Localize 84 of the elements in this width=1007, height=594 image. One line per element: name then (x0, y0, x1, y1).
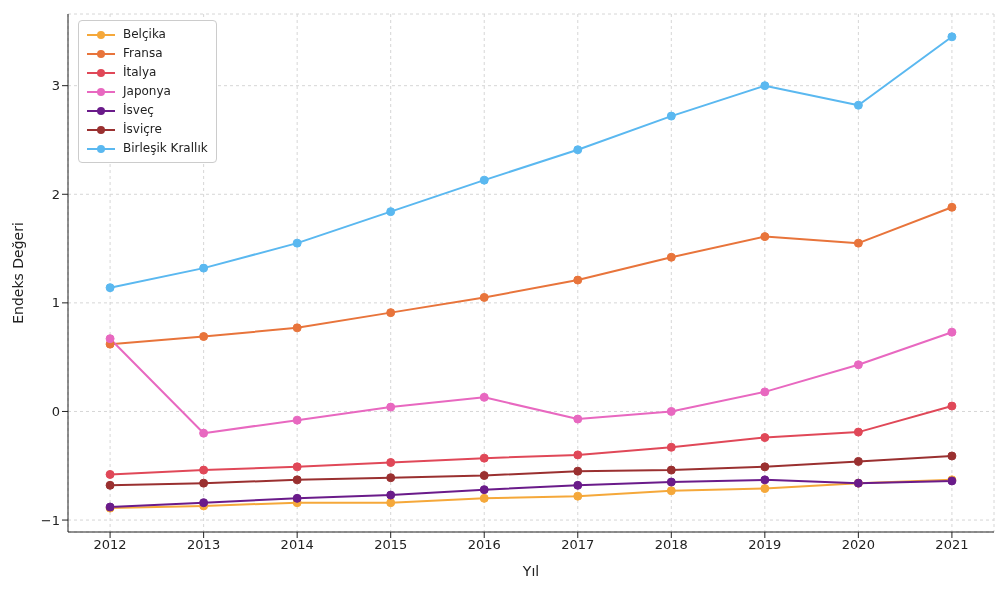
point (292, 415, 302, 425)
point (479, 175, 489, 185)
point (666, 477, 676, 487)
point (199, 428, 209, 438)
point (573, 275, 583, 285)
point (573, 450, 583, 460)
point (573, 466, 583, 476)
x-tick-label: 2021 (935, 537, 969, 553)
point (199, 465, 209, 475)
point (386, 458, 396, 467)
point (853, 360, 863, 370)
x-tick-label: 2015 (374, 537, 408, 553)
y-tick-label: −1 (40, 512, 60, 528)
x-tick-label: 2016 (467, 537, 501, 553)
point (666, 465, 676, 475)
point (947, 451, 957, 461)
point (760, 484, 770, 494)
x-tick-label: 2014 (280, 537, 314, 553)
point (386, 207, 396, 217)
point (666, 406, 676, 416)
point (386, 490, 396, 500)
point (853, 427, 863, 437)
x-tick-label: 2012 (93, 537, 127, 553)
point (105, 480, 115, 490)
point (947, 401, 957, 411)
point (386, 308, 396, 318)
point (947, 202, 957, 212)
legend-label: Birleşik Krallık (123, 140, 208, 157)
point (853, 456, 863, 466)
point (573, 414, 583, 424)
point (479, 485, 489, 495)
x-tick-label: 2017 (561, 537, 595, 553)
point (853, 238, 863, 248)
point (292, 323, 302, 333)
point (292, 475, 302, 485)
point (479, 471, 489, 481)
x-tick-label: 2019 (748, 537, 782, 553)
point (760, 475, 770, 485)
y-axis-title: Endeks Değeri (9, 222, 26, 324)
point (386, 402, 396, 412)
point (292, 462, 302, 472)
x-axis-title: Yıl (521, 563, 540, 579)
point (573, 491, 583, 501)
legend-label: Japonya (123, 83, 171, 100)
y-tick-label: 3 (51, 78, 60, 94)
x-tick-label: 2020 (841, 537, 875, 553)
legend-label: Belçika (123, 26, 166, 43)
point (947, 32, 957, 42)
point (479, 292, 489, 302)
point (479, 493, 489, 503)
point (105, 334, 115, 344)
legend-label: İtalya (123, 64, 157, 81)
point (479, 453, 489, 463)
point (292, 493, 302, 503)
point (199, 332, 209, 342)
point (760, 462, 770, 472)
legend-label: Fransa (123, 45, 163, 62)
point (760, 232, 770, 242)
legend-label: İsviçre (123, 121, 162, 138)
point (386, 473, 396, 483)
point (666, 486, 676, 496)
point (760, 387, 770, 397)
y-tick-label: 2 (51, 186, 60, 202)
point (760, 433, 770, 443)
point (760, 81, 770, 91)
x-tick-label: 2013 (187, 537, 221, 553)
point (479, 392, 489, 402)
point (199, 263, 209, 273)
point (666, 111, 676, 121)
point (199, 478, 209, 488)
point (573, 480, 583, 490)
point (666, 252, 676, 262)
point (105, 283, 115, 293)
point (853, 100, 863, 110)
point (105, 469, 115, 479)
x-tick-label: 2018 (654, 537, 688, 553)
y-tick-label: 1 (51, 295, 60, 311)
point (292, 238, 302, 248)
point (666, 442, 676, 452)
point (947, 327, 957, 337)
legend-label: İsveç (123, 102, 154, 119)
y-tick-label: 0 (51, 404, 60, 420)
point (386, 498, 396, 508)
point (573, 145, 583, 155)
